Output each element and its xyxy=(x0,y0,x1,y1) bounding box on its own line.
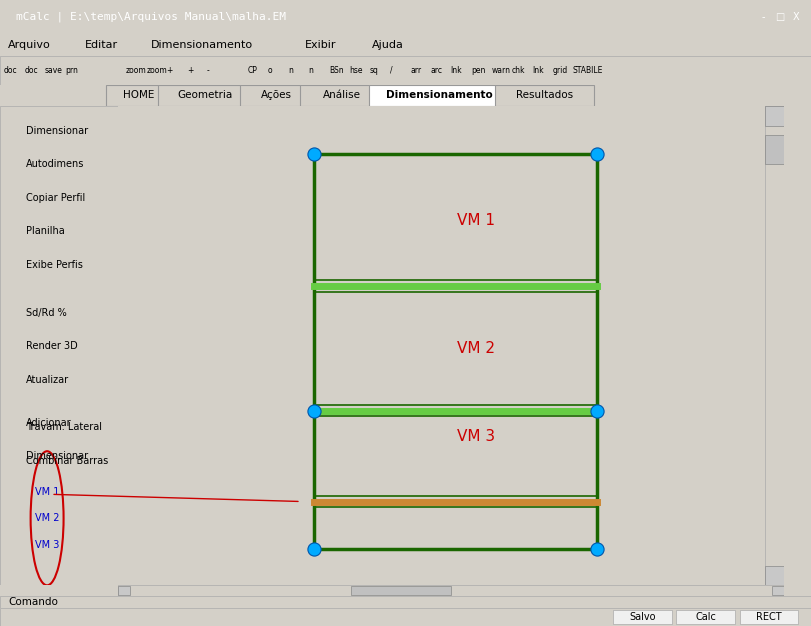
Text: hse: hse xyxy=(349,66,363,75)
Text: Exibir: Exibir xyxy=(305,41,337,50)
Text: save: save xyxy=(45,66,62,75)
Text: HOME: HOME xyxy=(122,90,154,100)
Bar xyxy=(764,106,783,585)
Text: VM 3: VM 3 xyxy=(35,540,59,550)
Bar xyxy=(118,586,130,595)
Text: Geometria: Geometria xyxy=(178,90,233,100)
Point xyxy=(590,149,603,159)
Text: Atualizar: Atualizar xyxy=(26,374,69,384)
Bar xyxy=(764,566,783,585)
Text: Comando: Comando xyxy=(8,597,58,607)
Text: zoom: zoom xyxy=(146,66,167,75)
Text: VM 2: VM 2 xyxy=(456,341,494,356)
Text: Adicionar: Adicionar xyxy=(26,418,71,428)
Text: chk: chk xyxy=(511,66,525,75)
Point xyxy=(307,149,320,159)
Point xyxy=(590,545,603,555)
Point xyxy=(590,406,603,416)
Text: /: / xyxy=(389,66,392,75)
Text: RECT: RECT xyxy=(755,612,781,622)
FancyBboxPatch shape xyxy=(495,85,593,106)
Text: prn: prn xyxy=(65,66,78,75)
Text: VM 1: VM 1 xyxy=(456,213,494,228)
Text: +: + xyxy=(166,66,173,75)
FancyBboxPatch shape xyxy=(239,85,313,106)
Point xyxy=(307,406,320,416)
Text: Sd/Rd %: Sd/Rd % xyxy=(26,307,67,317)
Text: lnk: lnk xyxy=(450,66,461,75)
FancyBboxPatch shape xyxy=(369,85,508,106)
Text: doc: doc xyxy=(24,66,38,75)
Text: Dimensionamento: Dimensionamento xyxy=(151,41,253,50)
Text: arr: arr xyxy=(410,66,421,75)
Text: VM 2: VM 2 xyxy=(35,513,59,523)
Text: □: □ xyxy=(774,13,783,22)
Text: arc: arc xyxy=(430,66,442,75)
Bar xyxy=(770,586,783,595)
Text: o: o xyxy=(268,66,272,75)
Text: Dimensionar: Dimensionar xyxy=(26,126,88,136)
Text: Resultados: Resultados xyxy=(515,90,573,100)
Text: Render 3D: Render 3D xyxy=(26,341,78,351)
Text: Autodimens: Autodimens xyxy=(26,159,84,169)
Text: Ações: Ações xyxy=(260,90,292,100)
Text: -: - xyxy=(207,66,209,75)
Text: Ajuda: Ajuda xyxy=(371,41,403,50)
Text: X: X xyxy=(792,13,798,22)
Text: Copiar Perfil: Copiar Perfil xyxy=(26,193,85,203)
Text: Dimensionar: Dimensionar xyxy=(26,451,88,461)
Text: n: n xyxy=(308,66,313,75)
Text: Combinar Barras: Combinar Barras xyxy=(26,456,108,466)
Bar xyxy=(739,610,797,624)
Text: Travam. Lateral: Travam. Lateral xyxy=(26,423,101,433)
Text: Exibe Perfis: Exibe Perfis xyxy=(26,260,83,270)
Bar xyxy=(350,587,450,595)
Text: sq: sq xyxy=(369,66,378,75)
Text: VM 1: VM 1 xyxy=(35,487,59,497)
FancyBboxPatch shape xyxy=(105,85,171,106)
Bar xyxy=(612,610,671,624)
Text: CP: CP xyxy=(247,66,257,75)
Text: -: - xyxy=(761,13,764,22)
Bar xyxy=(764,135,783,164)
Text: Editar: Editar xyxy=(84,41,118,50)
FancyBboxPatch shape xyxy=(158,85,252,106)
Text: doc: doc xyxy=(4,66,18,75)
Text: Planilha: Planilha xyxy=(26,226,65,236)
Point xyxy=(307,545,320,555)
Text: +: + xyxy=(187,66,193,75)
Text: VM 3: VM 3 xyxy=(456,429,494,444)
Text: BSn: BSn xyxy=(328,66,343,75)
Text: warn: warn xyxy=(491,66,509,75)
Text: mCalc | E:\temp\Arquivos Manual\malha.EM: mCalc | E:\temp\Arquivos Manual\malha.EM xyxy=(16,12,286,23)
Text: zoom: zoom xyxy=(126,66,147,75)
Text: Calc: Calc xyxy=(694,612,715,622)
Bar xyxy=(764,106,783,126)
FancyBboxPatch shape xyxy=(300,85,382,106)
Text: n: n xyxy=(288,66,293,75)
Text: Salvo: Salvo xyxy=(629,612,654,622)
Text: grid: grid xyxy=(551,66,567,75)
Text: Arquivo: Arquivo xyxy=(8,41,51,50)
Text: pen: pen xyxy=(470,66,485,75)
Text: STABILE: STABILE xyxy=(572,66,602,75)
Bar xyxy=(676,610,734,624)
Text: Dimensionamento: Dimensionamento xyxy=(385,90,491,100)
Text: Análise: Análise xyxy=(322,90,360,100)
Text: lnk: lnk xyxy=(531,66,543,75)
